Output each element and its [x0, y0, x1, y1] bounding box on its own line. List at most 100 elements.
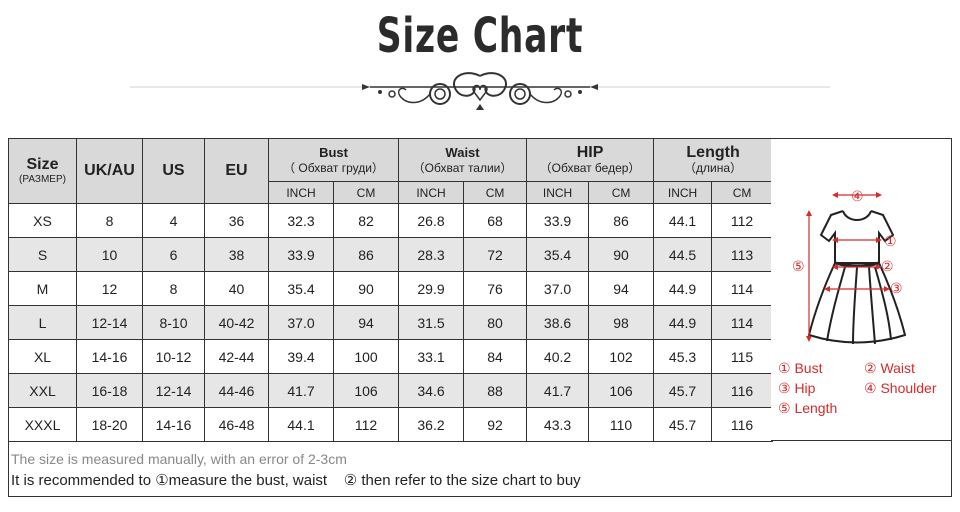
cell-waist-cm: 68	[463, 203, 528, 238]
table-row: XS 8 4 36 32.3 82 26.8 68 33.9 86 44.1 1…	[8, 203, 774, 238]
header-eu: EU	[204, 138, 269, 204]
header-hip-sub: （Обхват бедер）	[539, 160, 641, 175]
header-bust: Bust （ Обхват груди）	[267, 138, 400, 182]
dress-diagram: ④ ① ② ③ ⑤	[792, 189, 907, 345]
cell-hip-cm: 98	[588, 305, 655, 340]
unit-length-cm: CM	[711, 181, 774, 204]
cell-size: XS	[8, 203, 77, 238]
header-waist-label: Waist	[445, 144, 480, 160]
cell-length-cm: 113	[711, 237, 774, 272]
cell-bust-cm: 86	[332, 237, 400, 272]
page-title: Size Chart	[376, 8, 584, 64]
table-row: M 12 8 40 35.4 90 29.9 76 37.0 94 44.9 1…	[8, 271, 774, 306]
cell-length-inch: 44.9	[653, 271, 713, 306]
notes-box: The size is measured manually, with an e…	[8, 441, 952, 497]
cell-us: 8	[142, 271, 205, 306]
cell-hip-cm: 86	[588, 203, 655, 238]
cell-waist-inch: 36.2	[398, 407, 465, 442]
header-eu-label: EU	[225, 162, 248, 179]
table-row: XXL 16-18 12-14 44-46 41.7 106 34.6 88 4…	[8, 373, 774, 408]
cell-waist-inch: 34.6	[398, 373, 465, 408]
unit-length-inch: INCH	[653, 181, 713, 204]
cell-length-inch: 45.7	[653, 407, 713, 442]
cell-waist-cm: 72	[463, 237, 528, 272]
cell-waist-inch: 28.3	[398, 237, 465, 272]
cell-length-inch: 44.5	[653, 237, 713, 272]
cell-waist-cm: 76	[463, 271, 528, 306]
table-row: XL 14-16 10-12 42-44 39.4 100 33.1 84 40…	[8, 339, 774, 374]
cell-us: 10-12	[142, 339, 205, 374]
header-ukau: UK/AU	[76, 138, 143, 204]
header-length-label: Length	[686, 143, 740, 161]
cell-size: XXXL	[8, 407, 77, 442]
cell-waist-inch: 31.5	[398, 305, 465, 340]
cell-hip-inch: 38.6	[526, 305, 590, 340]
header-us: US	[142, 138, 205, 204]
measurement-diagram-panel: ④ ① ② ③ ⑤	[771, 138, 952, 441]
cell-eu: 42-44	[204, 339, 269, 374]
cell-eu: 36	[204, 203, 269, 238]
cell-waist-inch: 29.9	[398, 271, 465, 306]
size-chart-table: Size (РАЗМЕР) UK/AU US EU Bust （ Обхват …	[8, 138, 774, 442]
unit-bust-cm: CM	[332, 181, 400, 204]
cell-bust-cm: 112	[332, 407, 400, 442]
cell-hip-inch: 35.4	[526, 237, 590, 272]
cell-bust-cm: 90	[332, 271, 400, 306]
cell-us: 8-10	[142, 305, 205, 340]
cell-eu: 44-46	[204, 373, 269, 408]
cell-waist-cm: 88	[463, 373, 528, 408]
legend-bust: ① Bust	[778, 360, 823, 376]
cell-length-cm: 114	[711, 271, 774, 306]
table-row: S 10 6 38 33.9 86 28.3 72 35.4 90 44.5 1…	[8, 237, 774, 272]
cell-eu: 40-42	[204, 305, 269, 340]
ornament-divider	[130, 72, 830, 110]
unit-bust-inch: INCH	[268, 181, 334, 204]
legend-waist: ② Waist	[864, 360, 915, 376]
cell-waist-inch: 33.1	[398, 339, 465, 374]
cell-eu: 40	[204, 271, 269, 306]
legend-hip: ③ Hip	[778, 380, 816, 396]
cell-hip-cm: 110	[588, 407, 655, 442]
unit-waist-cm: CM	[463, 181, 528, 204]
cell-bust-inch: 44.1	[268, 407, 334, 442]
cell-length-inch: 44.1	[653, 203, 713, 238]
header-size-label: Size	[26, 156, 59, 173]
legend-length: ⑤ Length	[778, 400, 838, 416]
cell-hip-inch: 33.9	[526, 203, 590, 238]
marker-shoulder: ④	[851, 189, 864, 205]
cell-bust-cm: 94	[332, 305, 400, 340]
note-error-margin: The size is measured manually, with an e…	[11, 451, 347, 467]
cell-waist-cm: 80	[463, 305, 528, 340]
dress-outline	[807, 210, 907, 345]
header-waist: Waist （Обхват талии）	[398, 138, 528, 182]
cell-hip-inch: 40.2	[526, 339, 590, 374]
marker-hip: ③	[890, 281, 903, 297]
legend-shoulder: ④ Shoulder	[864, 380, 937, 396]
cell-waist-cm: 84	[463, 339, 528, 374]
cell-length-inch: 45.3	[653, 339, 713, 374]
header-bust-label: Bust	[319, 144, 348, 160]
header-length: Length （длина）	[653, 138, 774, 182]
cell-size: L	[8, 305, 77, 340]
cell-ukau: 18-20	[76, 407, 143, 442]
cell-waist-inch: 26.8	[398, 203, 465, 238]
cell-length-cm: 115	[711, 339, 774, 374]
cell-length-inch: 44.9	[653, 305, 713, 340]
cell-hip-inch: 37.0	[526, 271, 590, 306]
cell-us: 6	[142, 237, 205, 272]
cell-hip-cm: 102	[588, 339, 655, 374]
header-length-sub: （длина）	[684, 160, 743, 175]
cell-ukau: 12	[76, 271, 143, 306]
header-hip-label: HIP	[576, 143, 604, 161]
header-size: Size (РАЗМЕР)	[8, 138, 77, 204]
cell-ukau: 8	[76, 203, 143, 238]
cell-hip-cm: 90	[588, 237, 655, 272]
cell-length-cm: 112	[711, 203, 774, 238]
cell-length-cm: 116	[711, 373, 774, 408]
unit-hip-cm: CM	[588, 181, 655, 204]
cell-size: S	[8, 237, 77, 272]
cell-hip-cm: 94	[588, 271, 655, 306]
table-row: XXXL 18-20 14-16 46-48 44.1 112 36.2 92 …	[8, 407, 774, 442]
cell-hip-cm: 106	[588, 373, 655, 408]
cell-us: 12-14	[142, 373, 205, 408]
